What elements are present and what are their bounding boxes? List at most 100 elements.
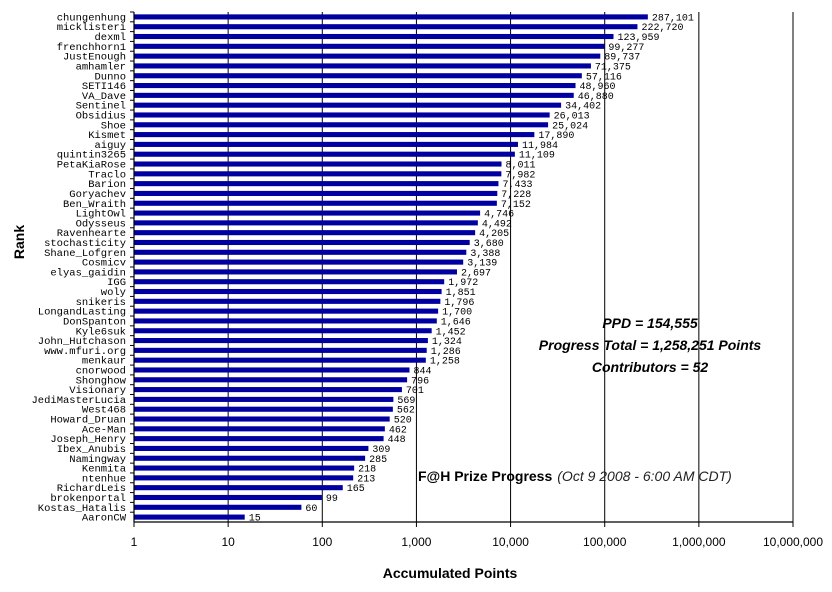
- bar: [134, 504, 302, 510]
- x-axis-title: Accumulated Points: [383, 565, 518, 581]
- x-tick-label: 10,000: [492, 535, 529, 549]
- category-label: Visionary: [69, 385, 126, 397]
- data-label: 48,960: [580, 82, 616, 93]
- data-label: 123,959: [617, 33, 659, 44]
- chart-caption: F@H Prize Progress (Oct 9 2008 - 6:00 AM …: [418, 468, 732, 484]
- data-label: 165: [347, 484, 365, 495]
- data-label: 562: [397, 406, 415, 417]
- category-label: Kyle6suk: [76, 326, 126, 338]
- category-label: AaronCW: [82, 513, 127, 525]
- data-label: 4,746: [484, 210, 514, 221]
- bar: [134, 269, 457, 275]
- bar: [134, 465, 355, 471]
- category-label: dexml: [94, 32, 126, 44]
- category-label: West468: [82, 405, 126, 417]
- y-axis-title: Rank: [11, 225, 27, 259]
- x-tick-label: 10,000,000: [763, 535, 823, 549]
- data-label: 7,152: [501, 200, 531, 211]
- data-label: 8,011: [506, 161, 536, 172]
- bar: [134, 181, 499, 187]
- bar: [134, 141, 518, 147]
- category-label: JustEnough: [63, 52, 126, 64]
- category-label: stochasticity: [44, 238, 126, 250]
- bar: [134, 328, 432, 334]
- data-label: 1,646: [441, 317, 471, 328]
- ppd-annotation: PPD = 154,555: [602, 315, 698, 331]
- category-label: frenchhorn1: [57, 42, 126, 54]
- category-label: snikeris: [76, 297, 126, 309]
- data-label: 462: [389, 425, 407, 436]
- category-label: chungenhung: [57, 12, 126, 24]
- bar: [134, 53, 601, 59]
- category-label: elyas_gaidin: [50, 267, 126, 279]
- bar: [134, 494, 322, 501]
- data-label: 218: [358, 465, 376, 476]
- data-label: 796: [411, 376, 429, 387]
- category-label: Kismet: [88, 130, 126, 142]
- category-label: Obsidius: [76, 110, 126, 122]
- data-label: 71,375: [595, 62, 631, 73]
- bar: [134, 171, 502, 177]
- bar: [134, 377, 408, 383]
- category-label: menkaur: [82, 356, 126, 368]
- category-label: woly: [101, 287, 126, 299]
- caption-main: F@H Prize Progress: [418, 468, 552, 484]
- data-label: 701: [406, 386, 424, 397]
- contributors-annotation: Contributors = 52: [592, 359, 709, 375]
- category-label: brokenportal: [50, 493, 126, 505]
- x-tick-label: 100,000: [583, 535, 627, 549]
- data-label: 7,433: [502, 180, 532, 191]
- bar: [134, 396, 394, 402]
- caption-sub: (Oct 9 2008 - 6:00 AM CDT): [557, 468, 732, 484]
- category-label: Dunno: [94, 71, 126, 83]
- category-label: www.mfuri.org: [44, 346, 126, 358]
- category-label: Ravenhearte: [57, 228, 126, 240]
- bar: [134, 288, 442, 295]
- data-label: 2,697: [461, 268, 491, 279]
- category-label: Kenmita: [82, 464, 126, 476]
- data-label: 3,680: [474, 239, 504, 250]
- progress-total-annotation: Progress Total = 1,258,251 Points: [539, 337, 762, 353]
- x-tick-label: 1: [131, 535, 138, 549]
- data-label: 3,388: [470, 249, 500, 260]
- category-label: aiguy: [94, 140, 126, 152]
- bar: [134, 33, 614, 40]
- category-labels: chungenhungmicklisteridexmlfrenchhorn1Ju…: [31, 12, 126, 524]
- bar: [134, 406, 393, 412]
- data-label: 1,452: [436, 327, 466, 338]
- bar: [134, 230, 476, 236]
- category-label: Ace-Man: [82, 424, 126, 436]
- bar: [134, 426, 385, 432]
- category-label: IGG: [107, 277, 126, 289]
- bar: [134, 436, 384, 442]
- bar: [134, 308, 439, 314]
- bar: [134, 239, 470, 246]
- bar: [134, 210, 481, 216]
- data-label: 99,277: [608, 43, 644, 54]
- data-label: 287,101: [652, 13, 694, 24]
- category-label: PetaKiaRose: [57, 160, 126, 172]
- data-label: 1,258: [430, 357, 460, 368]
- data-label: 4,205: [479, 229, 509, 240]
- data-label: 520: [394, 416, 412, 427]
- data-label: 89,737: [604, 53, 640, 64]
- category-label: Ben_Wraith: [63, 199, 126, 211]
- bar: [134, 122, 549, 128]
- bar: [134, 220, 478, 226]
- data-label: 15: [249, 514, 261, 525]
- data-label: 46,880: [578, 92, 614, 103]
- bar: [134, 318, 437, 324]
- data-label: 3,139: [467, 259, 497, 270]
- data-label: 1,796: [444, 298, 474, 309]
- bar: [134, 279, 445, 285]
- category-label: Namingway: [69, 454, 126, 466]
- category-label: JediMasterLucia: [31, 395, 126, 407]
- bar: [134, 357, 426, 363]
- bar: [134, 387, 402, 393]
- bar: [134, 200, 497, 206]
- data-label: 57,116: [586, 72, 622, 83]
- data-label: 4,492: [482, 219, 512, 230]
- data-label: 1,324: [432, 337, 462, 348]
- category-label: micklisteri: [57, 22, 126, 34]
